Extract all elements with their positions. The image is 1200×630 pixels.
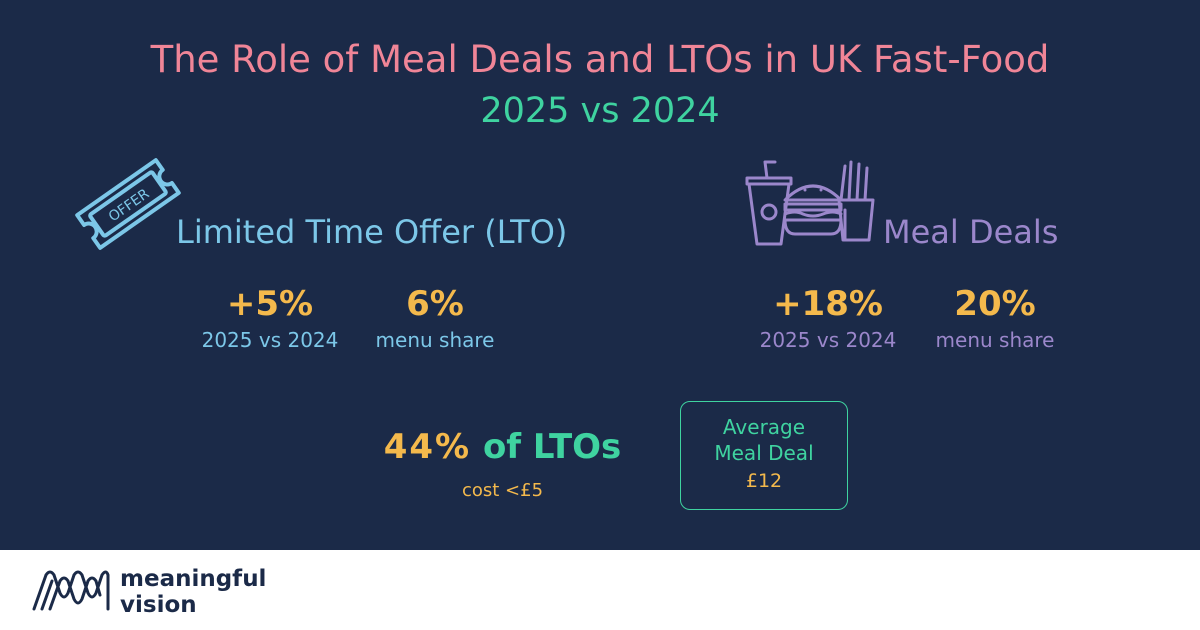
lto-growth-value: +5% xyxy=(226,284,314,324)
average-meal-deal-box: Average Meal Deal £12 xyxy=(680,401,848,510)
lto-heading: Limited Time Offer (LTO) xyxy=(176,213,568,251)
lto-share-stat: 6% menu share xyxy=(360,283,510,353)
brand-line1: meaningful xyxy=(120,566,267,592)
meal-share-value: 20% xyxy=(954,284,1036,324)
average-label-line2: Meal Deal xyxy=(714,441,814,465)
footer: meaningful vision xyxy=(0,550,1200,630)
meal-growth-label: 2025 vs 2024 xyxy=(759,328,897,352)
meal-growth-value: +18% xyxy=(773,284,883,324)
meal-share-stat: 20% menu share xyxy=(920,283,1070,353)
lto-cost-stat: 44% of LTOs cost <£5 xyxy=(380,426,625,504)
average-label-line1: Average xyxy=(722,415,806,439)
page-title: The Role of Meal Deals and LTOs in UK Fa… xyxy=(150,38,1050,81)
page-subtitle: 2025 vs 2024 xyxy=(480,91,720,131)
meal-growth-stat: +18% 2025 vs 2024 xyxy=(748,283,908,353)
lto-cost-percent: 44% xyxy=(383,427,472,467)
lto-share-value: 6% xyxy=(406,284,464,324)
lto-cost-of: of LTOs xyxy=(482,427,622,467)
brand-line2: vision xyxy=(120,592,197,618)
meal-combo-icon xyxy=(745,160,875,246)
offer-ticket-icon: OFFER xyxy=(75,158,181,250)
lto-cost-label: cost <£5 xyxy=(461,480,544,501)
brand-name: meaningful vision xyxy=(120,566,266,618)
meaningful-vision-logo xyxy=(32,570,110,611)
average-meal-deal-value: £12 xyxy=(745,470,783,492)
meal-share-label: menu share xyxy=(935,328,1055,352)
lto-growth-stat: +5% 2025 vs 2024 xyxy=(190,283,350,353)
lto-growth-label: 2025 vs 2024 xyxy=(201,328,339,352)
lto-share-label: menu share xyxy=(375,328,495,352)
meal-deals-heading: Meal Deals xyxy=(883,213,1059,251)
